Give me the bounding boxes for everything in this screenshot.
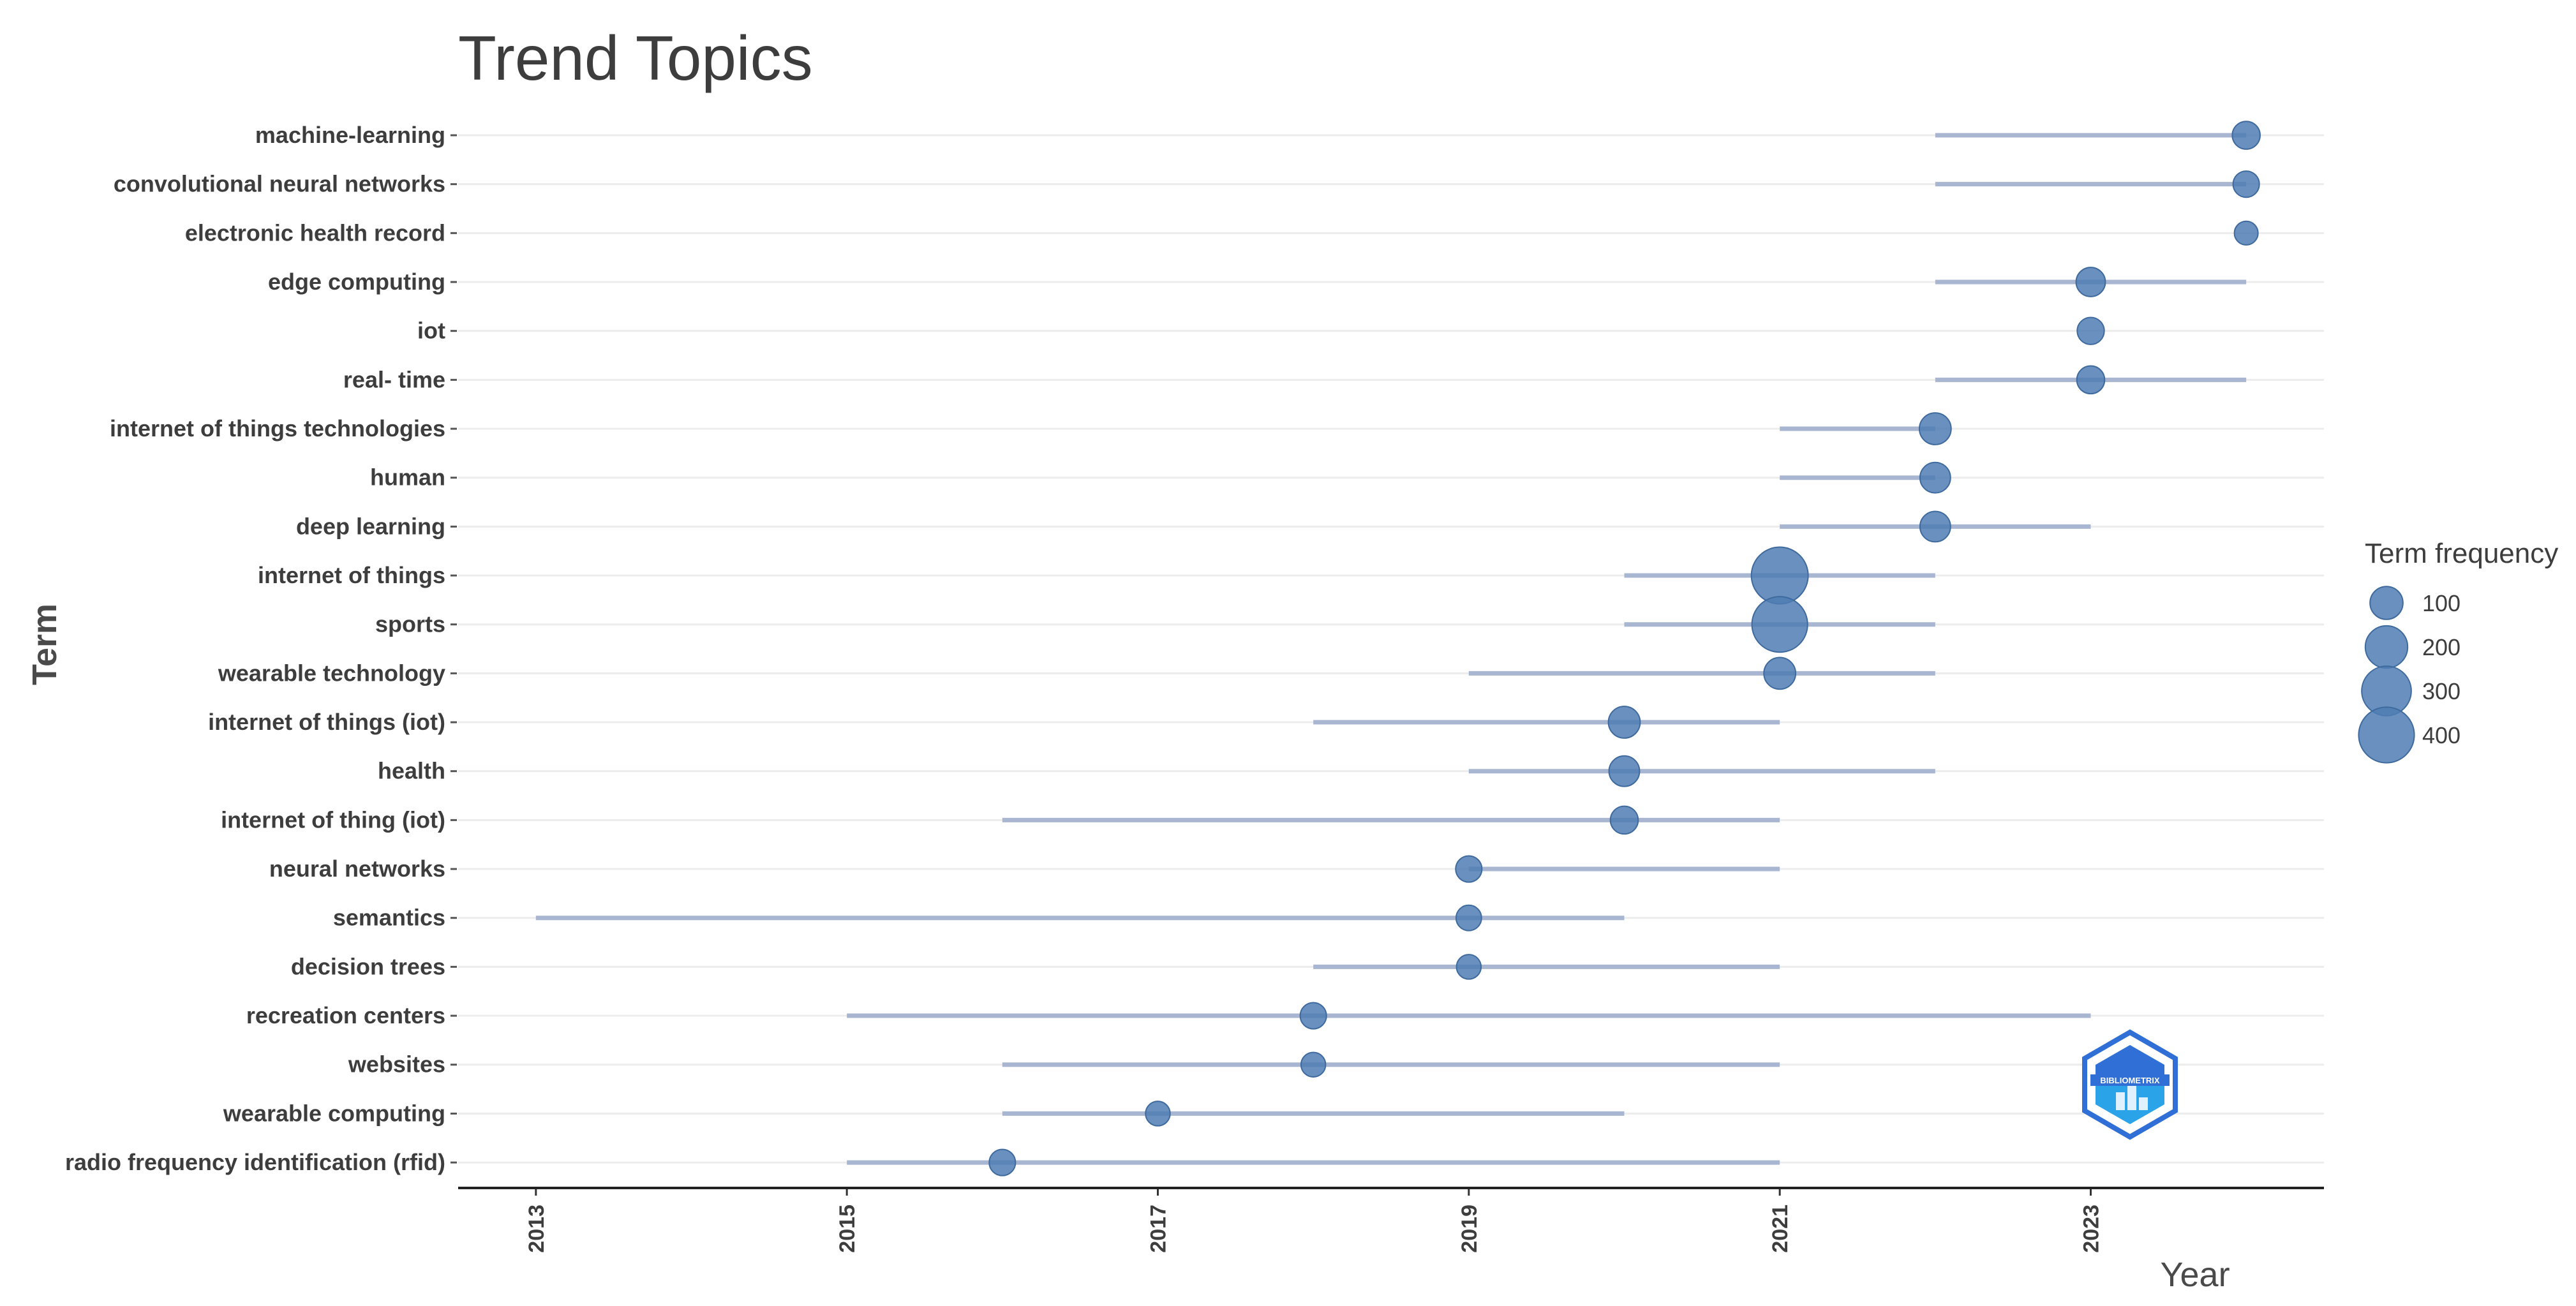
data-point [1455,904,1482,931]
y-axis-title: Term [26,604,64,685]
data-point [1763,657,1797,690]
x-tick-label: 2013 [525,1205,549,1253]
term-label: health [378,758,445,784]
data-point [1918,412,1952,445]
x-tick-label: 2023 [2080,1205,2104,1253]
term-label: internet of things technologies [110,415,445,442]
term-label: convolutional neural networks [114,171,445,197]
data-point [1608,755,1641,787]
x-axis-ticks: 2013 2015 2017 2019 2021 2023 [525,1188,2104,1253]
x-tick-label: 2015 [835,1205,860,1253]
term-label: recreation centers [246,1002,445,1028]
data-point [1750,546,1809,605]
term-label: edge computing [268,269,445,295]
term-label: neural networks [269,856,445,882]
term-label: wearable computing [223,1100,445,1126]
term-label: wearable technology [218,660,445,686]
legend-key [2358,706,2415,764]
legend: Term frequency 100 200 300 400 [2358,538,2558,764]
legend-label: 400 [2422,722,2461,748]
x-tick-label: 2019 [1457,1205,1482,1253]
data-point [2231,121,2261,150]
term-label: decision trees [291,953,445,979]
term-label: sports [375,611,445,637]
term-label: internet of thing (iot) [221,806,445,833]
data-point [2076,365,2106,395]
term-label: websites [348,1051,445,1078]
term-label: real- time [343,366,445,392]
term-label: internet of things (iot) [208,709,445,735]
data-point [1300,1051,1327,1078]
term-label: internet of things [258,562,445,588]
data-point [2232,170,2260,198]
data-points [988,121,2261,1176]
logo-banner [2090,1074,2170,1086]
x-tick-label: 2017 [1147,1205,1171,1253]
data-point [1751,596,1808,653]
term-label: machine-learning [255,122,445,148]
logo-bars [2116,1086,2148,1110]
data-point [2076,316,2105,345]
legend-key [2369,586,2404,620]
term-label: electronic health record [185,219,445,246]
data-point [2233,220,2259,246]
x-axis-title: Year [2160,1256,2230,1294]
term-label: deep learning [296,513,445,539]
logo-text: BIBLIOMETRIX [2100,1076,2159,1085]
term-label: iot [417,318,445,344]
legend-title: Term frequency [2365,538,2558,569]
data-point [1919,510,1951,543]
x-tick-label: 2021 [1768,1205,1792,1253]
legend-key [2364,625,2409,669]
data-point [1299,1002,1327,1030]
data-point [988,1148,1016,1176]
range-lines [535,133,2247,1165]
bibliometrix-logo: BIBLIOMETRIX [2082,1029,2178,1140]
legend-label: 300 [2422,678,2461,704]
term-label: human [370,464,445,491]
legend-items: 100 200 300 400 [2358,586,2461,764]
data-point [1455,855,1483,883]
data-point [1919,461,1951,494]
data-point [1145,1101,1171,1127]
legend-label: 200 [2422,634,2461,660]
data-point [2075,267,2106,297]
data-point [1456,954,1482,980]
data-point [1607,706,1641,739]
data-point [1609,805,1639,835]
term-label: radio frequency identification (rfid) [65,1149,445,1175]
legend-label: 100 [2422,590,2461,616]
term-label: semantics [333,905,445,931]
chart-title: Trend Topics [458,23,813,93]
logo-hexagon-top [2096,1045,2164,1080]
term-labels: machine-learning convolutional neural net… [65,122,457,1175]
